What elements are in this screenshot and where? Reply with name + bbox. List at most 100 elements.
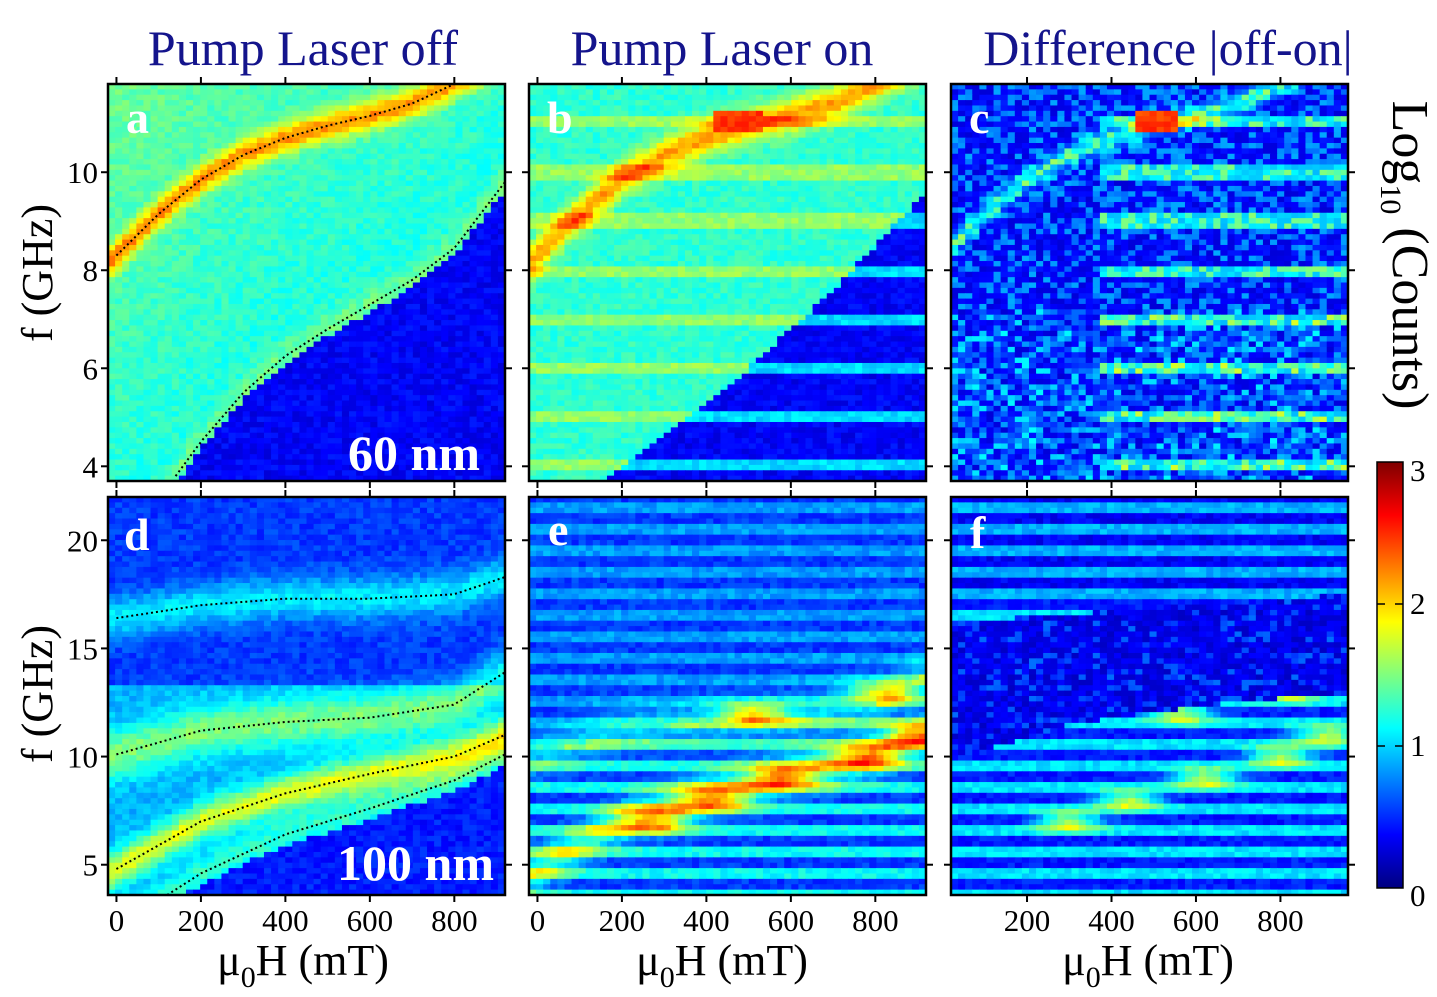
heatmap-cell xyxy=(890,100,899,107)
heatmap-cell xyxy=(341,266,350,273)
heatmap-cell xyxy=(706,94,714,101)
heatmap-cell xyxy=(762,110,771,117)
heatmap-cell xyxy=(363,448,371,455)
heatmap-cell xyxy=(122,303,130,310)
heatmap-cell xyxy=(278,314,286,321)
heatmap-cell xyxy=(448,148,456,155)
heatmap-cell xyxy=(299,266,308,273)
heatmap-cell xyxy=(727,132,736,139)
heatmap-cell xyxy=(427,346,435,353)
heatmap-cell xyxy=(200,84,208,90)
heatmap-cell xyxy=(249,293,258,300)
heatmap-cell xyxy=(256,191,265,198)
heatmap-cell xyxy=(427,223,435,230)
heatmap-cell xyxy=(157,384,166,391)
heatmap-cell xyxy=(441,175,449,182)
heatmap-cell xyxy=(434,126,442,133)
heatmap-cell xyxy=(840,143,849,149)
heatmap-cell xyxy=(292,320,301,327)
heatmap-cell xyxy=(614,94,622,101)
heatmap-cell xyxy=(271,100,279,107)
heatmap-cell xyxy=(469,336,478,343)
heatmap-cell xyxy=(536,100,544,107)
heatmap-cell xyxy=(263,400,272,407)
heatmap-cell xyxy=(391,223,400,230)
heatmap-cell xyxy=(341,110,350,117)
heatmap-cell xyxy=(384,454,393,461)
heatmap-cell xyxy=(356,132,364,139)
heatmap-cell xyxy=(384,185,393,192)
heatmap-cell xyxy=(271,395,279,402)
heatmap-cell xyxy=(292,448,301,455)
heatmap-cell xyxy=(398,405,407,412)
heatmap-cell xyxy=(299,282,308,289)
heatmap-cell xyxy=(883,94,892,101)
heatmap-cell xyxy=(235,159,244,166)
heatmap-cell xyxy=(327,287,336,294)
heatmap-cell xyxy=(370,416,378,423)
heatmap-cell xyxy=(427,261,435,267)
heatmap-cell xyxy=(271,169,279,176)
heatmap-cell xyxy=(819,110,828,117)
heatmap-cell xyxy=(320,464,329,471)
heatmap-cell xyxy=(108,346,116,353)
heatmap-cell xyxy=(200,196,208,203)
heatmap-cell xyxy=(271,443,279,450)
heatmap-cell xyxy=(405,341,414,348)
heatmap-cell xyxy=(419,325,428,332)
heatmap-cell xyxy=(483,421,492,428)
heatmap-cell xyxy=(193,207,201,214)
heatmap-cell xyxy=(356,143,364,149)
heatmap-cell xyxy=(150,325,159,332)
heatmap-cell xyxy=(327,239,336,246)
heatmap-cell xyxy=(890,84,899,90)
heatmap-cell xyxy=(692,159,700,166)
heatmap-cell xyxy=(178,368,187,375)
heatmap-cell xyxy=(320,175,329,182)
heatmap-cell xyxy=(398,443,407,450)
heatmap-cell xyxy=(483,271,492,278)
heatmap-cell xyxy=(497,389,506,396)
heatmap-cell xyxy=(455,212,464,219)
heatmap-cell xyxy=(377,303,386,310)
heatmap-cell xyxy=(476,261,485,267)
heatmap-cell xyxy=(200,395,208,402)
heatmap-cell xyxy=(483,250,492,257)
heatmap-cell xyxy=(193,196,201,203)
heatmap-cell xyxy=(108,427,116,434)
heatmap-cell xyxy=(384,212,393,219)
heatmap-cell xyxy=(384,116,393,123)
heatmap-cell xyxy=(214,277,223,284)
heatmap-cell xyxy=(271,137,279,144)
heatmap-cell xyxy=(469,470,478,477)
heatmap-cell xyxy=(412,84,421,90)
heatmap-cell xyxy=(292,223,301,230)
heatmap-cell xyxy=(434,94,442,101)
heatmap-cell xyxy=(448,379,456,386)
heatmap-cell xyxy=(157,475,166,482)
heatmap-cell xyxy=(200,234,208,241)
heatmap-cell xyxy=(235,116,244,123)
heatmap-cell xyxy=(762,84,771,90)
heatmap-cell xyxy=(242,438,251,445)
heatmap-cell xyxy=(235,153,244,160)
heatmap-cell xyxy=(363,454,371,461)
heatmap-cell xyxy=(377,400,386,407)
heatmap-cell xyxy=(341,427,350,434)
heatmap-cell xyxy=(349,266,357,273)
heatmap-cell xyxy=(405,244,414,251)
heatmap-cell xyxy=(256,314,265,321)
heatmap-cell xyxy=(483,352,492,359)
heatmap-cell xyxy=(377,164,386,171)
heatmap-cell xyxy=(185,159,194,166)
heatmap-cell xyxy=(441,105,449,112)
heatmap-cell xyxy=(207,427,215,434)
heatmap-cell xyxy=(862,89,870,96)
heatmap-cell xyxy=(876,84,885,90)
heatmap-cell xyxy=(384,448,393,455)
heatmap-cell xyxy=(784,94,792,101)
heatmap-cell xyxy=(150,432,159,439)
heatmap-cell xyxy=(334,105,343,112)
heatmap-cell xyxy=(207,202,215,208)
heatmap-cell xyxy=(263,330,272,337)
